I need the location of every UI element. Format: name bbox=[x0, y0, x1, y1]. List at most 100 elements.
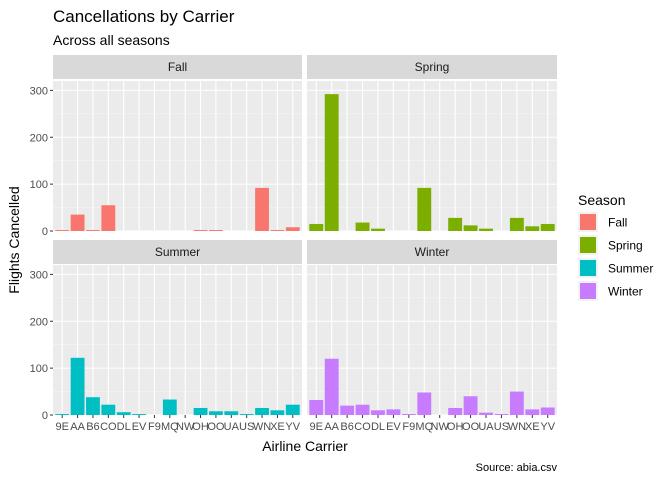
x-tick-label: OO bbox=[462, 421, 480, 433]
x-tick-label: US bbox=[494, 421, 509, 433]
x-tick-label: OH bbox=[192, 421, 209, 433]
bar-fall-OO bbox=[209, 230, 223, 231]
bar-summer-OH bbox=[193, 407, 208, 415]
bar-summer-US bbox=[239, 414, 254, 415]
y-tick-label: 200 bbox=[30, 316, 48, 328]
x-tick-label: AA bbox=[324, 421, 339, 433]
y-tick-label: 0 bbox=[42, 410, 48, 422]
x-axis-label: Airline Carrier bbox=[262, 438, 348, 454]
bar-summer-YV bbox=[285, 404, 300, 415]
bar-spring-CO bbox=[355, 222, 370, 231]
y-tick-label: 300 bbox=[30, 85, 48, 97]
bar-summer-CO bbox=[101, 404, 116, 415]
facet-strip-label-spring: Spring bbox=[415, 60, 450, 74]
bar-spring-OH bbox=[448, 217, 463, 231]
x-tick-label: B6 bbox=[86, 421, 99, 433]
facet-strip-label-fall: Fall bbox=[168, 60, 187, 74]
x-tick-label: UA bbox=[478, 421, 494, 433]
bar-spring-YV bbox=[540, 223, 555, 231]
x-tick-label: YV bbox=[540, 421, 555, 433]
bar-winter-MQ bbox=[417, 392, 432, 415]
bar-winter-OH bbox=[448, 407, 463, 415]
bar-fall-YV bbox=[285, 227, 300, 231]
panel-background-spring bbox=[307, 81, 557, 231]
bar-winter-EV bbox=[386, 409, 401, 415]
bar-summer-EV bbox=[132, 414, 146, 415]
bar-fall-9E bbox=[55, 230, 70, 231]
bar-winter-WN bbox=[509, 391, 524, 415]
x-tick-label: F9 bbox=[402, 421, 415, 433]
facet-fall: Fall 0 100 200 300 bbox=[30, 55, 302, 238]
facet-strip-winter bbox=[307, 240, 557, 264]
bar-winter-XE bbox=[525, 409, 540, 415]
legend-key-spring bbox=[580, 237, 596, 253]
bar-summer-DL bbox=[116, 412, 131, 415]
bar-summer-XE bbox=[270, 410, 285, 415]
y-tick-label: 0 bbox=[42, 226, 48, 238]
panel-background-summer bbox=[53, 265, 302, 415]
bar-winter-UA bbox=[479, 412, 493, 415]
bar-summer-MQ bbox=[162, 399, 177, 415]
y-axis-label: Flights Cancelled bbox=[6, 186, 22, 293]
x-tick-label: AA bbox=[70, 421, 85, 433]
bar-summer-WN bbox=[255, 407, 269, 415]
x-tick-label: WN bbox=[508, 421, 526, 433]
x-tick-label: XE bbox=[525, 421, 540, 433]
x-tick-label: 9E bbox=[310, 421, 323, 433]
bar-fall-B6 bbox=[86, 230, 100, 231]
legend-label-winter: Winter bbox=[608, 285, 643, 299]
bar-fall-AA bbox=[70, 214, 85, 231]
legend: Season Fall Spring Summer Winter bbox=[578, 192, 653, 301]
bar-winter-F9 bbox=[401, 414, 416, 415]
legend-label-spring: Spring bbox=[608, 239, 643, 253]
bar-winter-DL bbox=[371, 410, 385, 415]
bar-spring-OO bbox=[463, 225, 478, 231]
bar-summer-OO bbox=[209, 411, 223, 415]
x-tick-label: WN bbox=[253, 421, 271, 433]
x-tick-label: YV bbox=[285, 421, 300, 433]
legend-label-fall: Fall bbox=[608, 216, 627, 230]
y-tick-label: 300 bbox=[30, 269, 48, 281]
facet-spring: Spring bbox=[307, 55, 557, 232]
chart-title: Cancellations by Carrier bbox=[53, 7, 235, 26]
bar-spring-UA bbox=[479, 228, 493, 231]
facet-strip-summer bbox=[53, 240, 302, 264]
x-tick-label: 9E bbox=[55, 421, 68, 433]
bar-winter-CO bbox=[355, 404, 370, 415]
bar-winter-AA bbox=[324, 358, 339, 415]
y-tick-label: 100 bbox=[30, 179, 48, 191]
x-tick-label: CO bbox=[354, 421, 371, 433]
bar-winter-YV bbox=[540, 407, 555, 415]
facet-strip-label-summer: Summer bbox=[155, 245, 200, 259]
x-tick-label: B6 bbox=[340, 421, 353, 433]
chart-caption: Source: abia.csv bbox=[476, 462, 558, 474]
x-tick-label: OO bbox=[207, 421, 225, 433]
panel-background-winter bbox=[307, 265, 557, 415]
bar-winter-B6 bbox=[340, 405, 355, 415]
legend-key-fall bbox=[580, 214, 596, 230]
x-tick-label: XE bbox=[270, 421, 285, 433]
bar-spring-AA bbox=[324, 94, 339, 231]
y-tick-label: 100 bbox=[30, 363, 48, 375]
bar-spring-WN bbox=[509, 217, 524, 231]
x-tick-label: DL bbox=[371, 421, 385, 433]
facet-strip-fall bbox=[53, 55, 302, 79]
bar-fall-WN bbox=[255, 187, 269, 231]
bar-winter-US bbox=[494, 414, 509, 415]
x-tick-label: US bbox=[239, 421, 254, 433]
x-tick-label: F9 bbox=[148, 421, 161, 433]
bar-fall-XE bbox=[270, 230, 285, 231]
x-tick-label: EV bbox=[132, 421, 147, 433]
bar-summer-B6 bbox=[86, 397, 100, 415]
x-tick-label: UA bbox=[224, 421, 240, 433]
x-tick-label: NW bbox=[431, 421, 450, 433]
facet-strip-label-winter: Winter bbox=[415, 245, 450, 259]
bar-spring-9E bbox=[309, 223, 324, 231]
x-tick-label: OH bbox=[447, 421, 464, 433]
legend-key-winter bbox=[580, 283, 596, 299]
facet-strip-spring bbox=[307, 55, 557, 79]
bar-spring-DL bbox=[371, 228, 385, 231]
